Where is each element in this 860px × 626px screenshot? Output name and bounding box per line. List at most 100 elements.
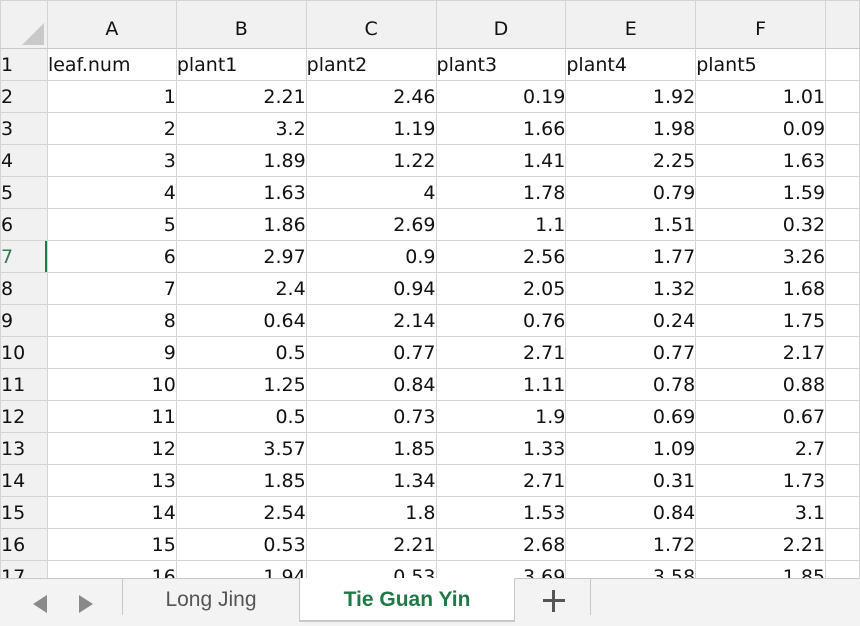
cell-d3[interactable]: 1.66 [435, 112, 567, 145]
row-header[interactable]: 7 [0, 240, 48, 273]
cell-b1[interactable]: plant1 [175, 48, 307, 81]
cell-a17[interactable]: 16 [46, 560, 177, 578]
row-header[interactable]: 6 [0, 208, 48, 241]
cell-a14[interactable]: 13 [46, 464, 177, 497]
cell-d5[interactable]: 1.78 [435, 176, 567, 209]
cell-a2[interactable]: 1 [46, 80, 177, 113]
cell-d7[interactable]: 2.56 [435, 240, 567, 273]
cell-d6[interactable]: 1.1 [435, 208, 567, 241]
row-header[interactable]: 4 [0, 144, 48, 177]
cell-d2[interactable]: 0.19 [435, 80, 567, 113]
cell-b16[interactable]: 0.53 [175, 528, 307, 561]
cell-empty[interactable] [825, 464, 860, 497]
sheet-tab-tie-guan-yin[interactable]: Tie Guan Yin [299, 578, 515, 622]
cell-e15[interactable]: 0.84 [565, 496, 697, 529]
cell-d4[interactable]: 1.41 [435, 144, 567, 177]
cell-d16[interactable]: 2.68 [435, 528, 567, 561]
add-sheet-button[interactable] [540, 587, 568, 615]
cell-b13[interactable]: 3.57 [175, 432, 307, 465]
cell-e16[interactable]: 1.72 [565, 528, 697, 561]
cell-empty[interactable] [825, 560, 860, 578]
cell-e11[interactable]: 0.78 [565, 368, 697, 401]
previous-sheet-arrow-icon[interactable] [33, 595, 47, 613]
cell-empty[interactable] [825, 432, 860, 465]
cell-c9[interactable]: 2.14 [305, 304, 437, 337]
cell-d11[interactable]: 1.11 [435, 368, 567, 401]
cell-empty[interactable] [825, 80, 860, 113]
cell-c14[interactable]: 1.34 [305, 464, 437, 497]
cell-d13[interactable]: 1.33 [435, 432, 567, 465]
cell-b9[interactable]: 0.64 [175, 304, 307, 337]
cell-b5[interactable]: 1.63 [175, 176, 307, 209]
cell-e13[interactable]: 1.09 [565, 432, 697, 465]
cell-b7[interactable]: 2.97 [175, 240, 307, 273]
row-header[interactable]: 14 [0, 464, 48, 497]
cell-b12[interactable]: 0.5 [175, 400, 307, 433]
row-header[interactable]: 1 [0, 48, 48, 81]
column-header-e[interactable]: E [565, 0, 697, 49]
cell-f12[interactable]: 0.67 [695, 400, 827, 433]
cell-a11[interactable]: 10 [46, 368, 177, 401]
row-header[interactable]: 16 [0, 528, 48, 561]
cell-f3[interactable]: 0.09 [695, 112, 827, 145]
cell-b17[interactable]: 1.94 [175, 560, 307, 578]
cell-empty[interactable] [825, 496, 860, 529]
cell-f4[interactable]: 1.63 [695, 144, 827, 177]
cell-e1[interactable]: plant4 [565, 48, 697, 81]
cell-c3[interactable]: 1.19 [305, 112, 437, 145]
row-header[interactable]: 15 [0, 496, 48, 529]
cell-b8[interactable]: 2.4 [175, 272, 307, 305]
column-header-empty[interactable] [825, 0, 860, 49]
cell-b2[interactable]: 2.21 [175, 80, 307, 113]
cell-f15[interactable]: 3.1 [695, 496, 827, 529]
column-header-f[interactable]: F [695, 0, 827, 49]
cell-empty[interactable] [825, 368, 860, 401]
cell-e3[interactable]: 1.98 [565, 112, 697, 145]
cell-empty[interactable] [825, 144, 860, 177]
cell-a1[interactable]: leaf.num [46, 48, 177, 81]
column-header-a[interactable]: A [46, 0, 177, 49]
cell-a16[interactable]: 15 [46, 528, 177, 561]
cell-d1[interactable]: plant3 [435, 48, 567, 81]
cell-f11[interactable]: 0.88 [695, 368, 827, 401]
cell-b11[interactable]: 1.25 [175, 368, 307, 401]
cell-e2[interactable]: 1.92 [565, 80, 697, 113]
cell-e8[interactable]: 1.32 [565, 272, 697, 305]
cell-a10[interactable]: 9 [46, 336, 177, 369]
row-header[interactable]: 8 [0, 272, 48, 305]
cell-e4[interactable]: 2.25 [565, 144, 697, 177]
cell-c8[interactable]: 0.94 [305, 272, 437, 305]
cell-d10[interactable]: 2.71 [435, 336, 567, 369]
select-all-corner[interactable] [0, 0, 48, 49]
cell-b14[interactable]: 1.85 [175, 464, 307, 497]
cell-a9[interactable]: 8 [46, 304, 177, 337]
cell-a12[interactable]: 11 [46, 400, 177, 433]
cell-b10[interactable]: 0.5 [175, 336, 307, 369]
cell-d15[interactable]: 1.53 [435, 496, 567, 529]
cell-c2[interactable]: 2.46 [305, 80, 437, 113]
next-sheet-arrow-icon[interactable] [79, 595, 93, 613]
cell-c10[interactable]: 0.77 [305, 336, 437, 369]
cell-f13[interactable]: 2.7 [695, 432, 827, 465]
cell-empty[interactable] [825, 176, 860, 209]
row-header[interactable]: 2 [0, 80, 48, 113]
cell-empty[interactable] [825, 336, 860, 369]
cell-f14[interactable]: 1.73 [695, 464, 827, 497]
cell-c15[interactable]: 1.8 [305, 496, 437, 529]
column-header-d[interactable]: D [435, 0, 567, 49]
cell-f9[interactable]: 1.75 [695, 304, 827, 337]
cell-f16[interactable]: 2.21 [695, 528, 827, 561]
cell-b6[interactable]: 1.86 [175, 208, 307, 241]
cell-b15[interactable]: 2.54 [175, 496, 307, 529]
cell-e10[interactable]: 0.77 [565, 336, 697, 369]
cell-f6[interactable]: 0.32 [695, 208, 827, 241]
cell-b3[interactable]: 3.2 [175, 112, 307, 145]
column-header-b[interactable]: B [175, 0, 307, 49]
cell-e5[interactable]: 0.79 [565, 176, 697, 209]
cell-c7[interactable]: 0.9 [305, 240, 437, 273]
row-header[interactable]: 5 [0, 176, 48, 209]
cell-f8[interactable]: 1.68 [695, 272, 827, 305]
cell-empty[interactable] [825, 272, 860, 305]
cell-a3[interactable]: 2 [46, 112, 177, 145]
cell-c11[interactable]: 0.84 [305, 368, 437, 401]
